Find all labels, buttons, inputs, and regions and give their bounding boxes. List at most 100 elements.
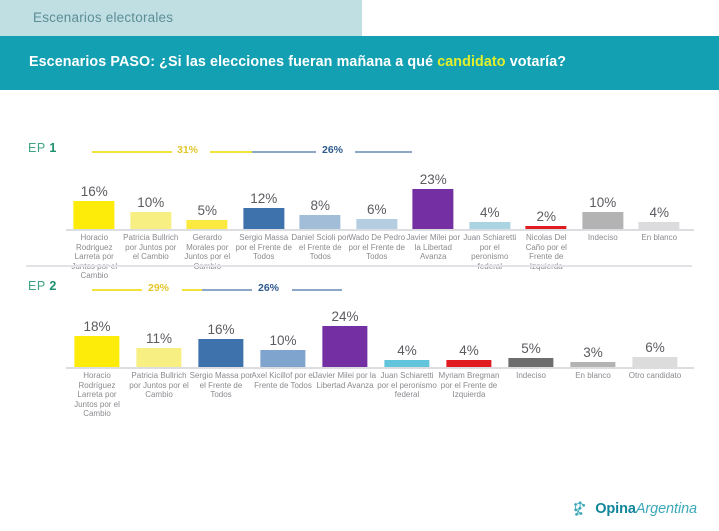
ep1-legend-blue: 26% bbox=[252, 144, 412, 158]
bar-column: 5% bbox=[500, 298, 562, 367]
bar-value-label: 23% bbox=[419, 172, 447, 188]
bar-value-label: 10% bbox=[589, 194, 617, 210]
bar[interactable] bbox=[136, 348, 182, 367]
bar-column: 4% bbox=[376, 298, 438, 367]
bar-value-label: 4% bbox=[649, 205, 669, 221]
ep2-legend-blue-line-right bbox=[292, 289, 342, 291]
bar-category-label: Javier Milei por la Libertad Avanza bbox=[313, 371, 377, 390]
ep2-legend-yellow-line-left bbox=[92, 289, 142, 291]
bar[interactable] bbox=[260, 349, 306, 367]
bar[interactable] bbox=[582, 211, 624, 229]
bar-column: 12% bbox=[236, 160, 293, 229]
ep1-legend-blue-line-left bbox=[252, 151, 316, 153]
bar[interactable] bbox=[130, 211, 172, 229]
bar-column: 4% bbox=[438, 298, 500, 367]
section-divider bbox=[26, 265, 692, 267]
bar-value-label: 11% bbox=[145, 331, 173, 347]
bar-category-label: Horacio Rodriguez Larreta por Juntos por… bbox=[71, 233, 117, 281]
bar-value-label: 10% bbox=[269, 332, 297, 348]
bar-column: 10% bbox=[123, 160, 180, 229]
bar-column: 6% bbox=[349, 160, 406, 229]
bar-category-label: Indeciso bbox=[516, 371, 546, 380]
bar-value-label: 16% bbox=[80, 184, 108, 200]
ep1-legend-yellow-value: 31% bbox=[177, 144, 199, 156]
bar[interactable] bbox=[525, 225, 567, 229]
bar[interactable] bbox=[469, 222, 511, 229]
title-band bbox=[0, 36, 719, 90]
bar-value-label: 8% bbox=[310, 198, 330, 214]
ep2-legend-blue: 26% bbox=[202, 282, 342, 296]
bar-column: 24% bbox=[314, 298, 376, 367]
logo-italic: Argentina bbox=[635, 501, 697, 517]
ep1-legend-yellow: 31% bbox=[92, 144, 292, 158]
bar-category-label: Horacio Rodríguez Larreta por Juntos por… bbox=[74, 371, 120, 419]
ep2-chart: 18% Horacio Rodríguez Larreta por Juntos … bbox=[0, 298, 719, 418]
bar[interactable] bbox=[243, 208, 285, 229]
bar-column: 4% bbox=[631, 160, 688, 229]
bar-value-label: 4% bbox=[479, 205, 500, 221]
ep1-legend-blue-line-right bbox=[355, 151, 412, 153]
ep2-label: EP 2 bbox=[28, 279, 57, 293]
ep1-number: 1 bbox=[49, 141, 57, 155]
bar-value-label: 18% bbox=[83, 319, 111, 335]
bar[interactable] bbox=[74, 336, 120, 367]
bar[interactable] bbox=[446, 360, 492, 367]
bar-value-label: 4% bbox=[397, 343, 417, 359]
ep2-legend-yellow-value: 29% bbox=[148, 282, 170, 294]
bar-value-label: 4% bbox=[459, 343, 479, 359]
ep1-label: EP 1 bbox=[28, 141, 57, 155]
bar-category-label: Daniel Scioli por el Frente de Todos bbox=[291, 233, 350, 262]
bar-value-label: 5% bbox=[197, 203, 217, 219]
bar-column: 16% bbox=[66, 160, 123, 229]
bar-column: 10% bbox=[575, 160, 632, 229]
bar[interactable] bbox=[299, 215, 341, 229]
bar-category-label: Myriam Bregman por el Frente de Izquierd… bbox=[438, 371, 500, 400]
bar[interactable] bbox=[322, 325, 368, 367]
logo-bold: Opina bbox=[595, 501, 636, 517]
page-title-mid: ¿Si las elecciones fueran mañana a qué bbox=[155, 54, 438, 70]
bar[interactable] bbox=[508, 358, 554, 367]
bar-category-label: En blanco bbox=[575, 371, 611, 380]
header-tab-label: Escenarios electorales bbox=[33, 10, 174, 25]
ep2-legend-blue-value: 26% bbox=[258, 282, 280, 294]
bar-value-label: 3% bbox=[583, 344, 603, 360]
bar[interactable] bbox=[412, 189, 454, 229]
bar-value-label: 2% bbox=[536, 208, 556, 224]
bar[interactable] bbox=[198, 339, 244, 367]
bar-value-label: 12% bbox=[250, 191, 278, 207]
bar-value-label: 24% bbox=[331, 308, 359, 324]
ep1-chart: 16% Horacio Rodriguez Larreta por Juntos … bbox=[0, 160, 719, 280]
bar-column: 2% bbox=[518, 160, 575, 229]
header-tab-strip: Escenarios electorales bbox=[0, 0, 362, 36]
bar-column: 23% bbox=[405, 160, 462, 229]
page-title-suffix: votaría? bbox=[505, 54, 567, 70]
bar[interactable] bbox=[186, 220, 228, 229]
bar-category-label: Sergio Massa por el Frente de Todos bbox=[235, 233, 292, 262]
bar-category-label: Patricia Bullrich por Juntos por el Camb… bbox=[123, 233, 179, 262]
opina-logo-text: OpinaArgentina bbox=[595, 501, 697, 517]
bar-value-label: 16% bbox=[207, 322, 235, 338]
footer-logo: OpinaArgentina bbox=[572, 500, 697, 518]
bar-category-label: Juan Schiaretti por el peronismo federal bbox=[377, 371, 437, 400]
ep1-legend-yellow-line-right bbox=[210, 151, 292, 153]
bar-category-label: Indeciso bbox=[587, 233, 618, 242]
bar[interactable] bbox=[632, 356, 678, 367]
bar[interactable] bbox=[570, 361, 616, 367]
bar-category-label: Axel Kicillof por el Frente de Todos bbox=[251, 371, 315, 390]
bar-value-label: 6% bbox=[366, 201, 387, 217]
bar-column: 5% bbox=[179, 160, 236, 229]
bar-column: 18% bbox=[66, 298, 128, 367]
bar[interactable] bbox=[384, 360, 430, 367]
ep1-axis bbox=[66, 229, 694, 231]
bar-column: 8% bbox=[292, 160, 349, 229]
bar[interactable] bbox=[638, 222, 680, 229]
ep2-axis bbox=[66, 367, 694, 369]
page-title-prefix: Escenarios PASO: bbox=[29, 54, 156, 70]
bar[interactable] bbox=[356, 218, 398, 229]
ep1-legend-yellow-line-left bbox=[92, 151, 172, 153]
ep2-number: 2 bbox=[49, 279, 57, 293]
bar[interactable] bbox=[73, 201, 115, 229]
bar-column: 6% bbox=[624, 298, 686, 367]
ep1-legend-blue-value: 26% bbox=[322, 144, 344, 156]
bar-column: 11% bbox=[128, 298, 190, 367]
